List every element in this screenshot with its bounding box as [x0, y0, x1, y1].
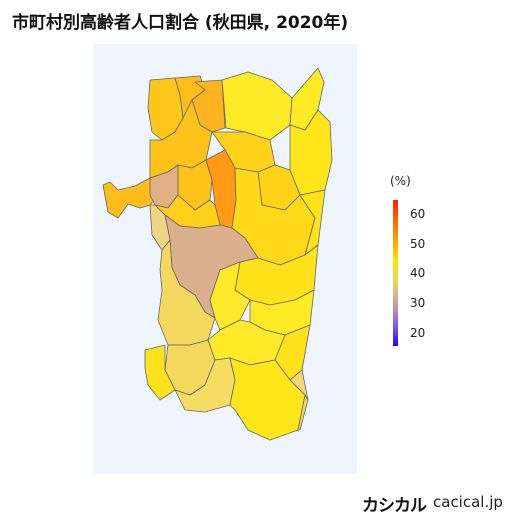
region-nikaho: [144, 344, 176, 401]
region-south-east: [297, 394, 309, 431]
legend-tick: 30: [410, 296, 426, 310]
legend-tick: 60: [410, 207, 426, 221]
region-north-east: [221, 71, 293, 141]
legend-color-bar: [393, 200, 398, 346]
legend-tick: 40: [410, 266, 426, 280]
region-yuzawa: [229, 357, 306, 441]
legend-tick: 50: [410, 237, 426, 251]
brand-logo: カシカル: [362, 496, 427, 516]
legend-unit: (%): [390, 174, 411, 188]
choropleth-map: [102, 67, 333, 441]
region-yurihonjo-north: [157, 239, 216, 346]
page-title: 市町村別高齢者人口割合 (秋田県, 2020年): [12, 13, 349, 33]
legend-tick: 20: [410, 326, 426, 340]
brand-site: cacical.jp: [433, 493, 503, 511]
